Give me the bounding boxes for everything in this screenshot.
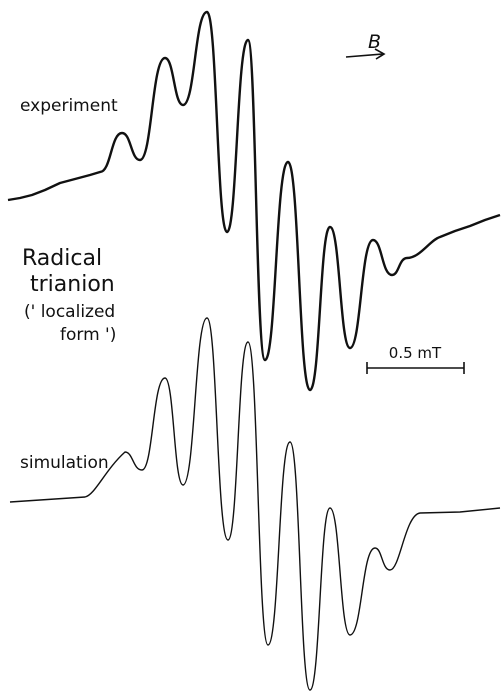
name-line: trianion [30,272,115,297]
scale-label: 0.5 mT [389,344,442,362]
simulation-spectrum [9,317,501,691]
form-line: form ') [60,325,116,345]
form-line: (' localized [24,302,115,322]
field-label: B [368,31,381,53]
scale-bar [366,362,465,374]
simulation-label: simulation [20,453,109,473]
experiment-spectrum [7,10,501,392]
field-arrow [345,48,386,60]
name-line: Radical [22,246,102,271]
experiment-label: experiment [20,96,118,116]
